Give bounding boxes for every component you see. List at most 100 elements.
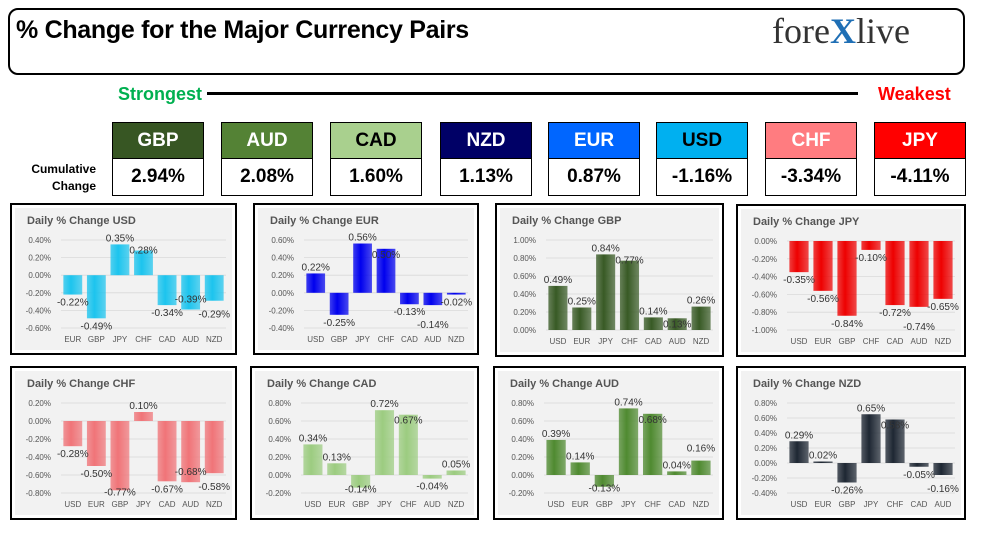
y-tick-label: -0.40% bbox=[26, 306, 51, 315]
data-label: 0.68% bbox=[638, 415, 666, 426]
data-label: -0.50% bbox=[81, 469, 113, 480]
data-label: 0.13% bbox=[663, 319, 691, 330]
y-tick-label: 0.60% bbox=[754, 414, 777, 423]
bar-jpy bbox=[374, 410, 395, 475]
currency-card-usd: USD -1.16% bbox=[656, 122, 748, 196]
data-label: 0.77% bbox=[615, 256, 643, 267]
data-label: 0.58% bbox=[881, 421, 909, 432]
bar-gbp bbox=[837, 241, 857, 316]
x-tick-label: JPY bbox=[598, 337, 613, 346]
y-tick-label: 0.20% bbox=[754, 444, 777, 453]
chart-panel-cad: Daily % Change CAD -0.20% 0.00% 0.20% 0.40% 0… bbox=[250, 366, 479, 520]
chart-panel-usd: Daily % Change USD -0.60% -0.40% -0.20% 0.00… bbox=[10, 203, 237, 355]
data-label: -0.77% bbox=[104, 487, 136, 498]
currency-code: AUD bbox=[221, 122, 313, 159]
x-tick-label: JPY bbox=[621, 500, 636, 509]
bar-jpy bbox=[618, 408, 639, 475]
cumulative-value: -3.34% bbox=[765, 159, 857, 196]
data-label: -0.13% bbox=[394, 307, 426, 318]
bar-chf bbox=[619, 260, 640, 330]
y-tick-label: -0.20% bbox=[266, 489, 291, 498]
y-tick-label: 0.40% bbox=[268, 435, 291, 444]
bar-jpy bbox=[596, 254, 616, 330]
x-tick-label: USD bbox=[304, 500, 321, 509]
bar-usd bbox=[306, 273, 326, 293]
x-tick-label: GBP bbox=[352, 500, 369, 509]
data-label: 0.34% bbox=[299, 433, 327, 444]
y-tick-label: -0.40% bbox=[26, 453, 51, 462]
bar-chf bbox=[861, 241, 881, 250]
data-label: -0.67% bbox=[151, 484, 183, 495]
bar-cad bbox=[400, 292, 419, 305]
forexlive-logo: foreXlive bbox=[772, 11, 910, 51]
bar-eur bbox=[813, 461, 833, 463]
y-tick-label: 0.00% bbox=[511, 471, 534, 480]
chart-title: Daily % Change GBP bbox=[512, 215, 621, 227]
currency-code: GBP bbox=[112, 122, 204, 159]
y-tick-label: 0.40% bbox=[511, 435, 534, 444]
data-label: -0.65% bbox=[927, 302, 959, 313]
chart-panel-eur: Daily % Change EUR -0.40% -0.20% 0.00% 0.20%… bbox=[253, 203, 479, 355]
currency-code: JPY bbox=[874, 122, 966, 159]
data-label: -0.04% bbox=[416, 482, 448, 493]
currency-card-jpy: JPY -4.11% bbox=[874, 122, 966, 196]
x-tick-label: EUR bbox=[815, 337, 832, 346]
bar-chart: Daily % Change AUD -0.20% 0.00% 0.20% 0.40% 0… bbox=[498, 371, 719, 515]
bar-gbp bbox=[351, 475, 371, 488]
bar-chf bbox=[376, 248, 396, 293]
y-tick-label: 0.80% bbox=[754, 399, 777, 408]
x-tick-label: USD bbox=[549, 337, 566, 346]
data-label: -0.05% bbox=[903, 470, 935, 481]
x-tick-label: NZD bbox=[935, 337, 952, 346]
x-tick-label: CHF bbox=[378, 335, 395, 344]
x-tick-label: JPY bbox=[377, 500, 392, 509]
chart-title: Daily % Change AUD bbox=[510, 378, 619, 390]
y-tick-label: -0.40% bbox=[752, 489, 777, 498]
currency-card-aud: AUD 2.08% bbox=[221, 122, 313, 196]
y-tick-label: -0.20% bbox=[269, 306, 294, 315]
bar-usd bbox=[63, 421, 83, 447]
currency-card-eur: EUR 0.87% bbox=[548, 122, 640, 196]
y-tick-label: -0.20% bbox=[26, 435, 51, 444]
x-tick-label: NZD bbox=[693, 337, 710, 346]
bar-chart: Daily % Change EUR -0.40% -0.20% 0.00% 0.20%… bbox=[258, 208, 474, 350]
bar-cad bbox=[157, 421, 177, 482]
x-tick-label: GBP bbox=[331, 335, 348, 344]
bar-jpy bbox=[110, 244, 130, 276]
x-tick-label: USD bbox=[307, 335, 324, 344]
x-tick-label: EUR bbox=[815, 500, 832, 509]
bar-usd bbox=[548, 285, 568, 330]
x-tick-label: USD bbox=[791, 500, 808, 509]
y-tick-label: 0.20% bbox=[271, 271, 294, 280]
y-tick-label: 0.80% bbox=[268, 399, 291, 408]
y-tick-label: 0.80% bbox=[511, 399, 534, 408]
data-label: 0.49% bbox=[544, 275, 572, 286]
data-label: -0.84% bbox=[831, 319, 863, 330]
y-tick-label: 1.00% bbox=[513, 236, 536, 245]
data-label: 0.84% bbox=[591, 243, 619, 254]
x-tick-label: AUD bbox=[935, 500, 952, 509]
bar-usd bbox=[789, 241, 809, 273]
chart-title: Daily % Change EUR bbox=[270, 215, 379, 227]
bar-cad bbox=[667, 471, 687, 475]
y-tick-label: -0.40% bbox=[269, 324, 294, 333]
y-tick-label: 0.20% bbox=[28, 399, 51, 408]
y-tick-label: 0.40% bbox=[271, 254, 294, 263]
y-tick-label: -0.40% bbox=[752, 273, 777, 282]
bar-eur bbox=[570, 462, 590, 475]
y-tick-label: 0.00% bbox=[513, 326, 536, 335]
bar-nzd bbox=[691, 306, 711, 330]
bar-gbp bbox=[110, 421, 130, 491]
chart-panel-gbp: Daily % Change GBP 0.00% 0.20% 0.40% 0.60% 0.… bbox=[495, 203, 724, 357]
bar-eur bbox=[86, 421, 106, 466]
bar-gbp bbox=[594, 475, 615, 487]
data-label: -0.25% bbox=[323, 318, 355, 329]
chart-panel-chf: Daily % Change CHF -0.80% -0.60% -0.40% -0.2… bbox=[10, 366, 237, 520]
bar-chart: Daily % Change CHF -0.80% -0.60% -0.40% -0.2… bbox=[15, 371, 232, 515]
data-label: 0.28% bbox=[129, 246, 157, 257]
cumulative-value: -1.16% bbox=[656, 159, 748, 196]
y-tick-label: 0.20% bbox=[513, 308, 536, 317]
data-label: 0.65% bbox=[857, 403, 885, 414]
data-label: -0.28% bbox=[57, 449, 89, 460]
data-label: -0.29% bbox=[198, 310, 230, 321]
